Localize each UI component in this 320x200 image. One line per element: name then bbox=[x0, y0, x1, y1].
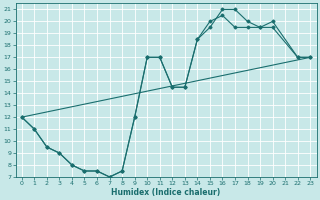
X-axis label: Humidex (Indice chaleur): Humidex (Indice chaleur) bbox=[111, 188, 221, 197]
